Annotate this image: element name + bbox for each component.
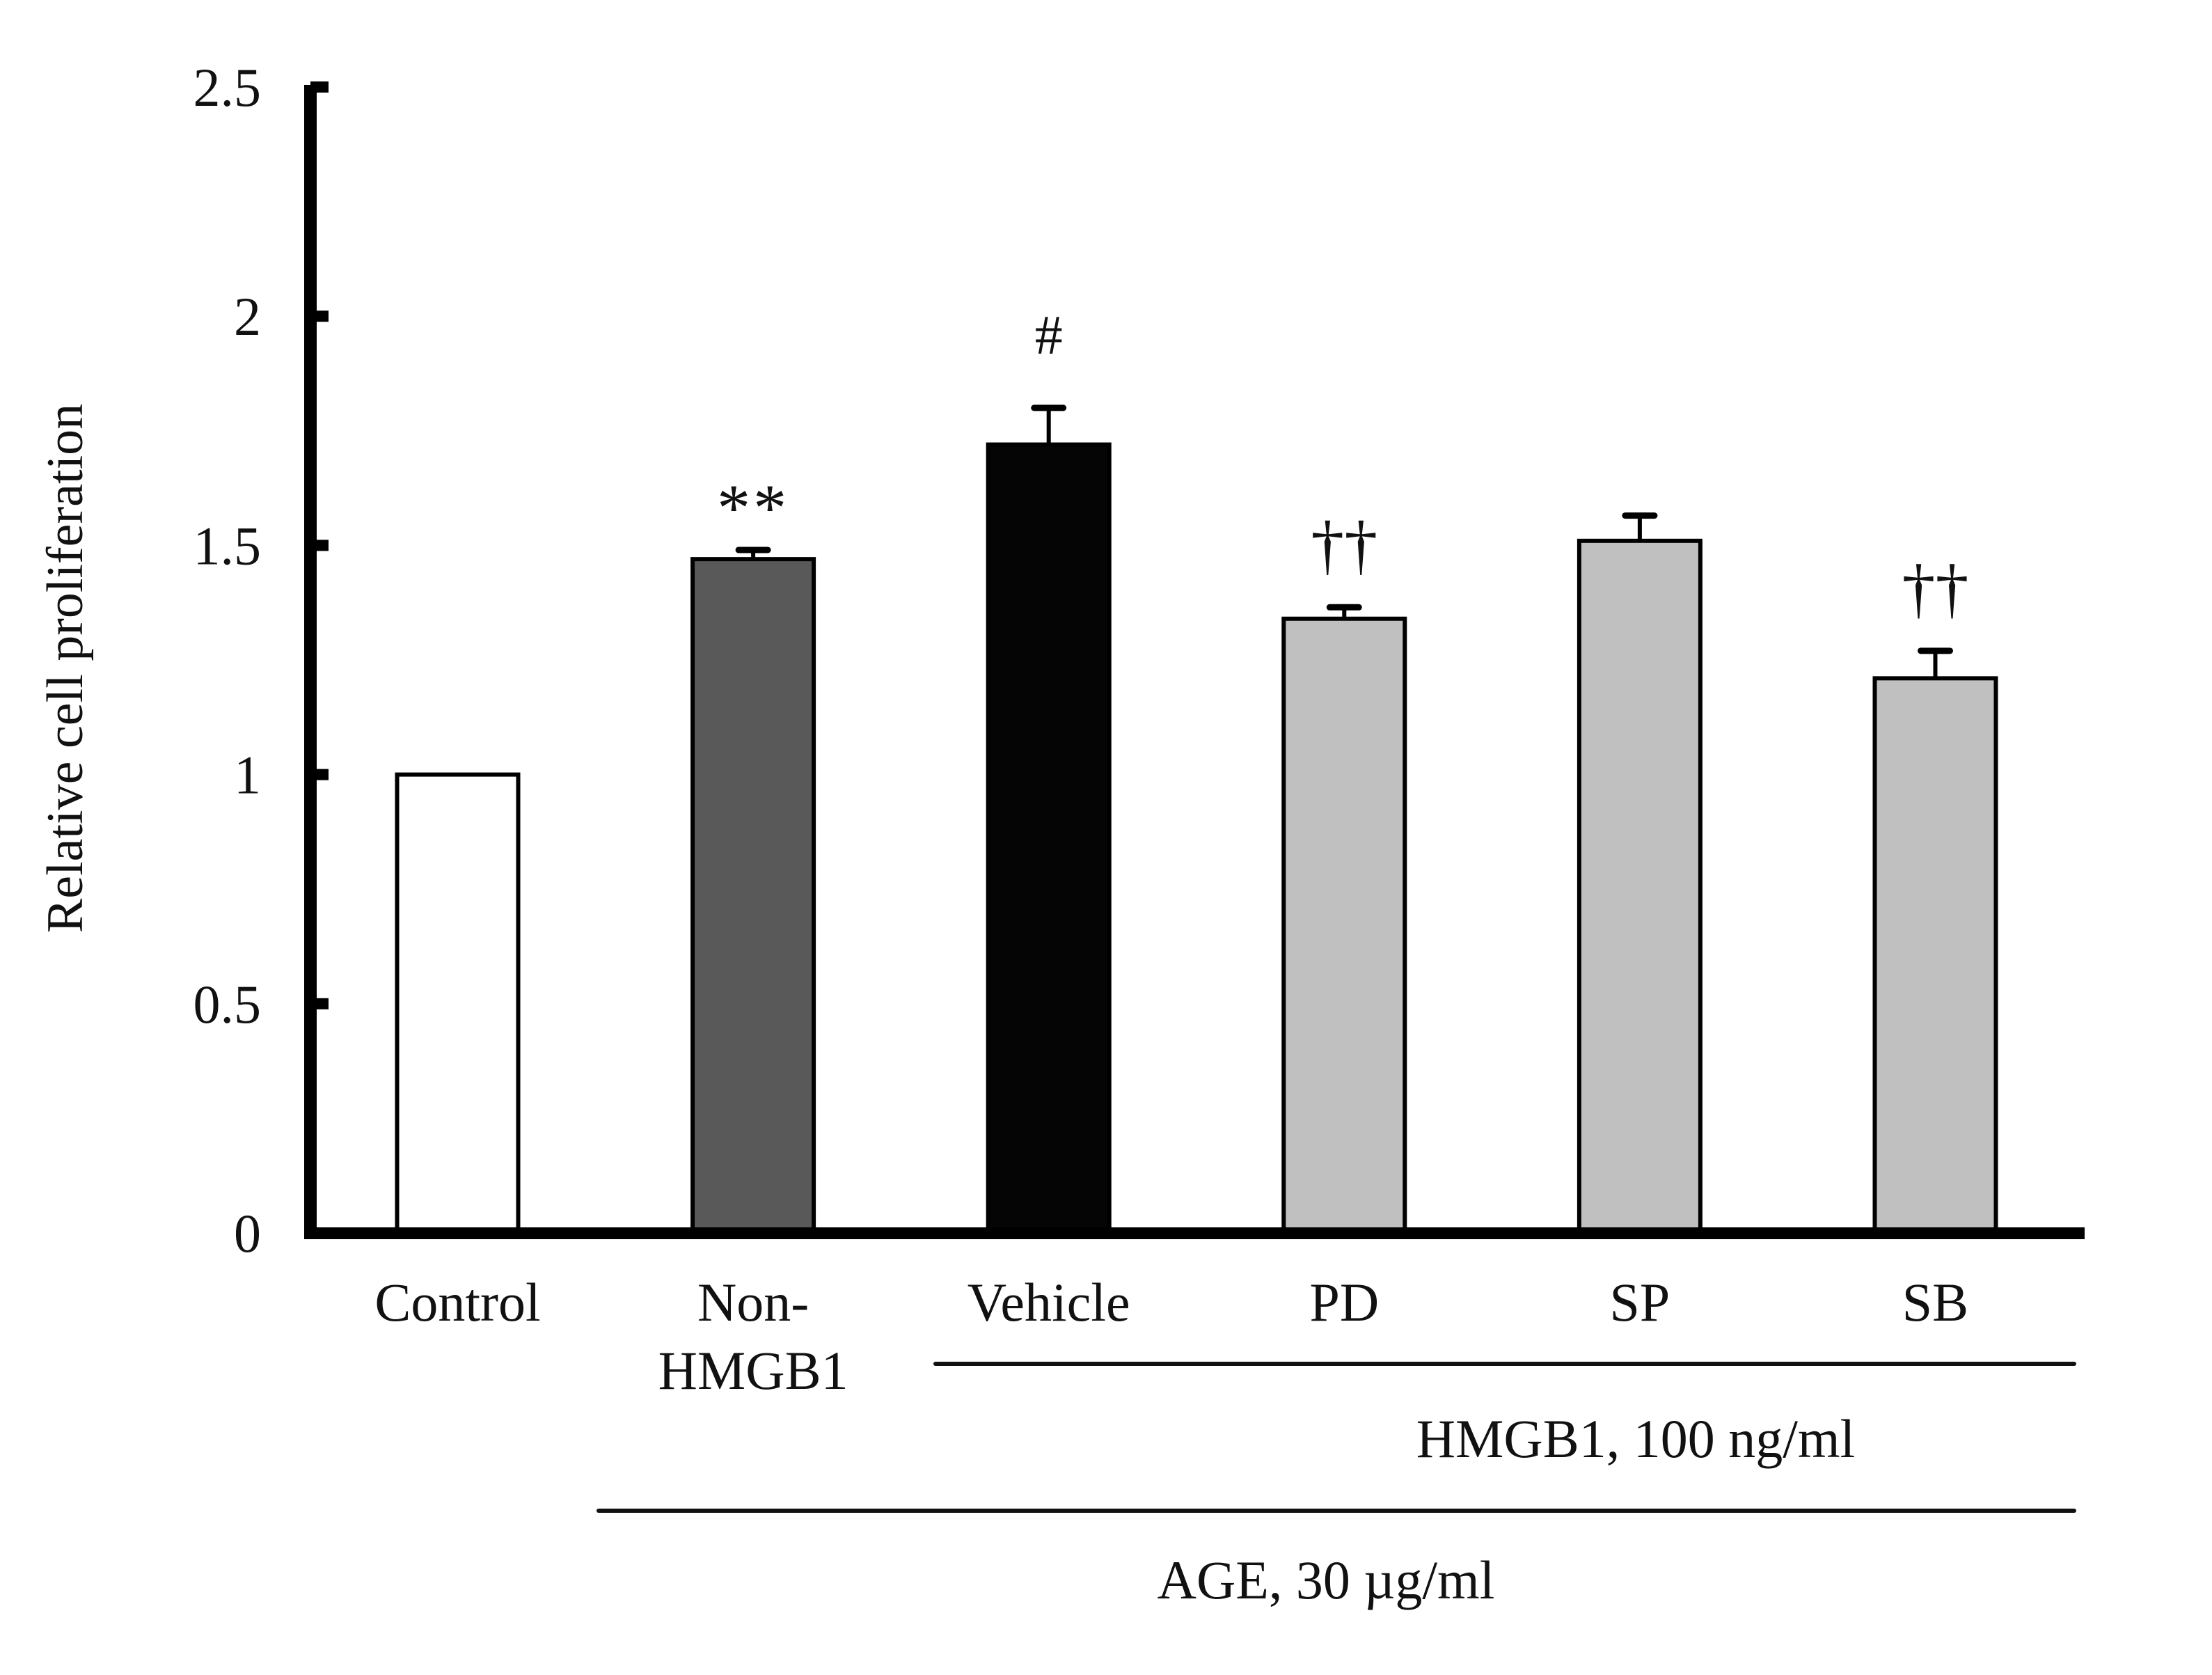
y-axis-title-group: Relative cell proliferation [37,404,94,933]
y-tick-label: 1.5 [193,515,262,576]
group-label: HMGB1, 100 ng/ml [1416,1408,1856,1469]
significance-marker: # [1035,305,1063,366]
bar [690,557,816,1235]
category-label: SB [1902,1272,1968,1332]
x-axis-line [310,1227,2085,1239]
category-label: Control [374,1272,540,1332]
category-label: HMGB1 [658,1340,848,1401]
group-label: AGE, 30 µg/ml [1158,1550,1495,1610]
axes [304,85,2085,1239]
category-label: SP [1610,1272,1670,1332]
y-tick-label: 2 [234,286,261,347]
category-labels: Control Non- HMGB1 Vehicle PD SP SB [374,1272,1968,1401]
significance-marker: †† [1311,507,1377,581]
bar [395,772,521,1235]
bar [1872,676,1998,1235]
bars [395,442,1998,1235]
error-bars [735,404,1953,679]
bar [1281,616,1407,1235]
significance-marker: ** [717,471,789,545]
significance-markers: ** # †† †† [717,305,1968,625]
y-axis-line [304,85,317,1239]
y-tick-label: 0.5 [193,974,262,1035]
significance-marker: †† [1902,551,1969,625]
bar [986,442,1112,1235]
category-label: PD [1309,1272,1379,1332]
group-brackets: HMGB1, 100 ng/ml AGE, 30 µg/ml [597,1362,2076,1610]
bar [1577,538,1703,1235]
y-axis-title: Relative cell proliferation [37,404,94,933]
category-label: Non- [697,1272,809,1332]
y-tick-label: 0 [234,1203,261,1264]
y-tick-label: 2.5 [193,57,262,118]
y-tick-label: 1 [234,745,261,805]
category-label: Vehicle [967,1272,1130,1332]
